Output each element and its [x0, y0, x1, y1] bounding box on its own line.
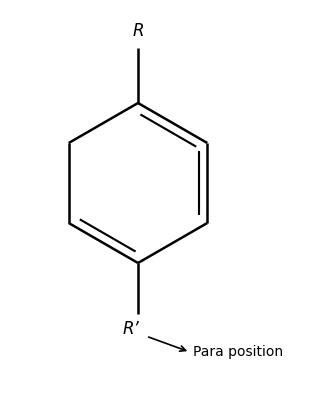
- Text: R’: R’: [123, 320, 139, 338]
- Text: Para position: Para position: [193, 345, 283, 359]
- Text: R: R: [132, 22, 144, 40]
